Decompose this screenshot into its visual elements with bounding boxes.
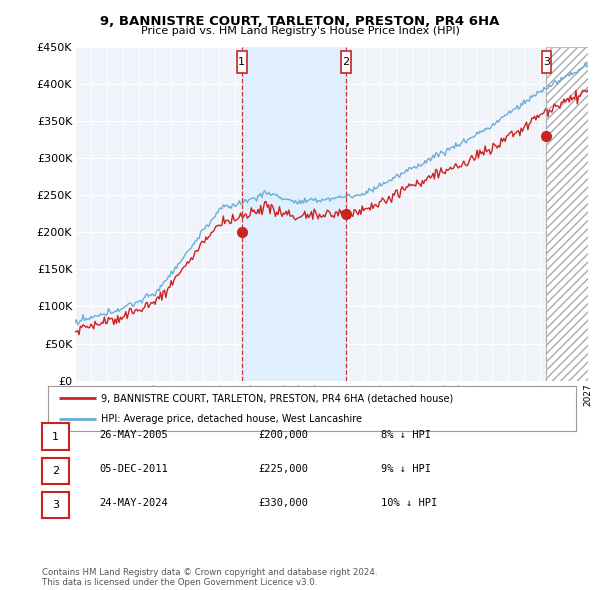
Text: 2: 2 <box>343 57 349 67</box>
Text: 1: 1 <box>238 57 245 67</box>
Text: 9, BANNISTRE COURT, TARLETON, PRESTON, PR4 6HA: 9, BANNISTRE COURT, TARLETON, PRESTON, P… <box>100 15 500 28</box>
FancyBboxPatch shape <box>542 51 551 73</box>
Text: 1: 1 <box>52 432 59 441</box>
Text: 10% ↓ HPI: 10% ↓ HPI <box>381 499 437 508</box>
Text: 8% ↓ HPI: 8% ↓ HPI <box>381 430 431 440</box>
FancyBboxPatch shape <box>341 51 351 73</box>
Text: £225,000: £225,000 <box>258 464 308 474</box>
Text: £200,000: £200,000 <box>258 430 308 440</box>
Text: £330,000: £330,000 <box>258 499 308 508</box>
Text: HPI: Average price, detached house, West Lancashire: HPI: Average price, detached house, West… <box>101 414 362 424</box>
Text: 2: 2 <box>52 466 59 476</box>
FancyBboxPatch shape <box>237 51 247 73</box>
Bar <box>547 47 588 381</box>
Text: Price paid vs. HM Land Registry's House Price Index (HPI): Price paid vs. HM Land Registry's House … <box>140 26 460 36</box>
Text: 05-DEC-2011: 05-DEC-2011 <box>99 464 168 474</box>
Text: 3: 3 <box>543 57 550 67</box>
Text: 3: 3 <box>52 500 59 510</box>
Text: 9, BANNISTRE COURT, TARLETON, PRESTON, PR4 6HA (detached house): 9, BANNISTRE COURT, TARLETON, PRESTON, P… <box>101 394 453 404</box>
Bar <box>547 47 588 381</box>
Text: Contains HM Land Registry data © Crown copyright and database right 2024.
This d: Contains HM Land Registry data © Crown c… <box>42 568 377 587</box>
Text: 24-MAY-2024: 24-MAY-2024 <box>99 499 168 508</box>
Bar <box>242 47 346 381</box>
Text: 26-MAY-2005: 26-MAY-2005 <box>99 430 168 440</box>
Text: 9% ↓ HPI: 9% ↓ HPI <box>381 464 431 474</box>
